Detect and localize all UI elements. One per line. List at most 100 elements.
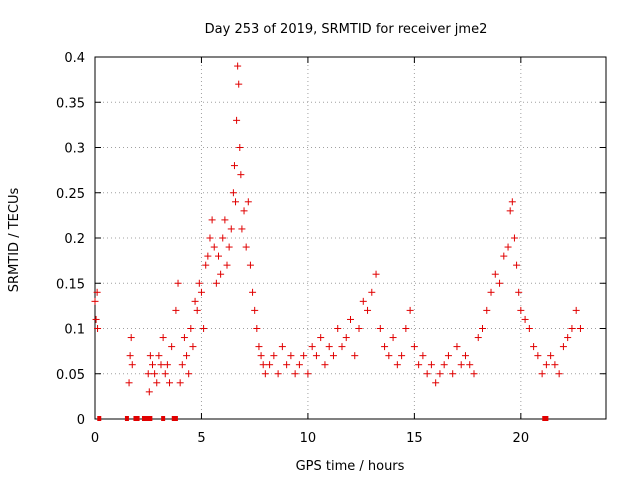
data-point xyxy=(440,361,448,369)
data-point xyxy=(355,325,363,332)
data-point xyxy=(479,325,487,332)
data-point xyxy=(193,306,201,314)
y-tick-label: 0.4 xyxy=(64,51,85,66)
data-point xyxy=(151,370,159,378)
data-point xyxy=(232,198,240,206)
y-tick-label: 0.05 xyxy=(56,368,85,383)
grid-layer xyxy=(95,57,606,419)
data-point xyxy=(325,343,333,351)
data-point xyxy=(148,361,156,369)
data-point xyxy=(225,243,233,251)
zero-point xyxy=(171,416,176,421)
data-point xyxy=(125,379,133,387)
data-point xyxy=(189,343,197,351)
data-point xyxy=(444,352,452,360)
data-point xyxy=(163,361,171,369)
data-point xyxy=(126,352,134,360)
data-point xyxy=(261,370,269,378)
data-point xyxy=(246,261,254,269)
data-point xyxy=(525,325,533,332)
zero-point xyxy=(97,416,102,421)
zero-point xyxy=(146,416,151,421)
x-tick-label: 0 xyxy=(91,431,99,446)
data-point xyxy=(191,297,199,305)
data-point xyxy=(559,343,567,351)
data-point xyxy=(92,315,100,323)
data-point xyxy=(229,189,237,197)
y-tick-label: 0.15 xyxy=(56,277,85,292)
x-tick-label: 10 xyxy=(300,431,317,446)
data-point xyxy=(432,379,440,387)
data-point xyxy=(183,352,191,360)
data-point xyxy=(91,297,99,305)
data-point xyxy=(187,325,195,332)
y-tick-label: 0.25 xyxy=(56,187,85,202)
y-tick-label: 0.1 xyxy=(64,323,85,338)
data-point xyxy=(347,315,354,323)
data-point xyxy=(174,279,182,287)
data-point xyxy=(238,225,246,233)
data-point xyxy=(304,370,312,378)
data-point xyxy=(547,352,555,360)
data-point xyxy=(508,198,516,206)
data-point xyxy=(317,334,325,342)
data-point xyxy=(227,225,235,233)
data-point xyxy=(217,270,225,278)
data-point xyxy=(237,171,245,179)
data-point xyxy=(359,297,367,305)
data-point xyxy=(423,370,431,378)
data-point xyxy=(564,334,572,342)
zero-point xyxy=(161,416,166,421)
data-point xyxy=(197,288,205,296)
data-point xyxy=(176,379,184,387)
data-point xyxy=(221,216,229,224)
zero-point xyxy=(144,416,149,421)
data-point xyxy=(483,306,491,314)
data-point xyxy=(487,288,495,296)
data-point xyxy=(449,370,457,378)
data-point xyxy=(453,343,461,351)
data-point xyxy=(351,352,359,360)
data-point xyxy=(270,352,278,360)
zero-point xyxy=(141,416,146,421)
data-point xyxy=(195,279,203,287)
data-point xyxy=(491,270,499,278)
data-layer xyxy=(91,62,584,421)
data-point xyxy=(202,261,210,269)
data-point xyxy=(496,279,504,287)
data-point xyxy=(312,352,320,360)
data-point xyxy=(94,325,102,332)
data-point xyxy=(172,306,180,314)
data-point xyxy=(251,306,259,314)
data-point xyxy=(236,144,244,151)
data-point xyxy=(295,361,303,369)
data-point xyxy=(278,343,286,351)
data-point xyxy=(415,361,423,369)
data-point xyxy=(568,325,576,332)
data-point xyxy=(329,352,337,360)
x-tick-label: 20 xyxy=(513,431,530,446)
data-point xyxy=(219,234,227,242)
data-point xyxy=(208,216,216,224)
data-point xyxy=(406,306,414,314)
data-point xyxy=(457,361,465,369)
data-point xyxy=(157,361,165,369)
data-point xyxy=(223,261,231,269)
data-point xyxy=(266,361,274,369)
data-point xyxy=(538,370,546,378)
data-point xyxy=(234,62,242,70)
data-point xyxy=(572,306,580,314)
data-point xyxy=(274,370,282,378)
data-point xyxy=(466,361,474,369)
data-point xyxy=(146,352,154,360)
x-tick-label: 5 xyxy=(197,431,205,446)
data-point xyxy=(402,325,410,332)
data-point xyxy=(504,243,512,251)
data-point xyxy=(338,343,346,351)
data-point xyxy=(230,162,238,170)
zero-point xyxy=(173,416,178,421)
y-tick-label: 0.35 xyxy=(56,96,85,111)
tick-layer: 0 0.05 0.1 0.15 0.2 0.25 0.3 0.35 0.4 0 5 10 15 20 xyxy=(56,51,606,446)
data-point xyxy=(214,252,222,260)
